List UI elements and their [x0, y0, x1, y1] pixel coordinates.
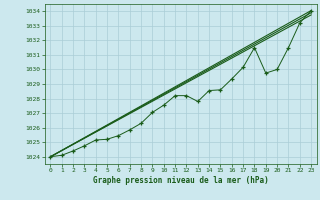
X-axis label: Graphe pression niveau de la mer (hPa): Graphe pression niveau de la mer (hPa) [93, 176, 269, 185]
